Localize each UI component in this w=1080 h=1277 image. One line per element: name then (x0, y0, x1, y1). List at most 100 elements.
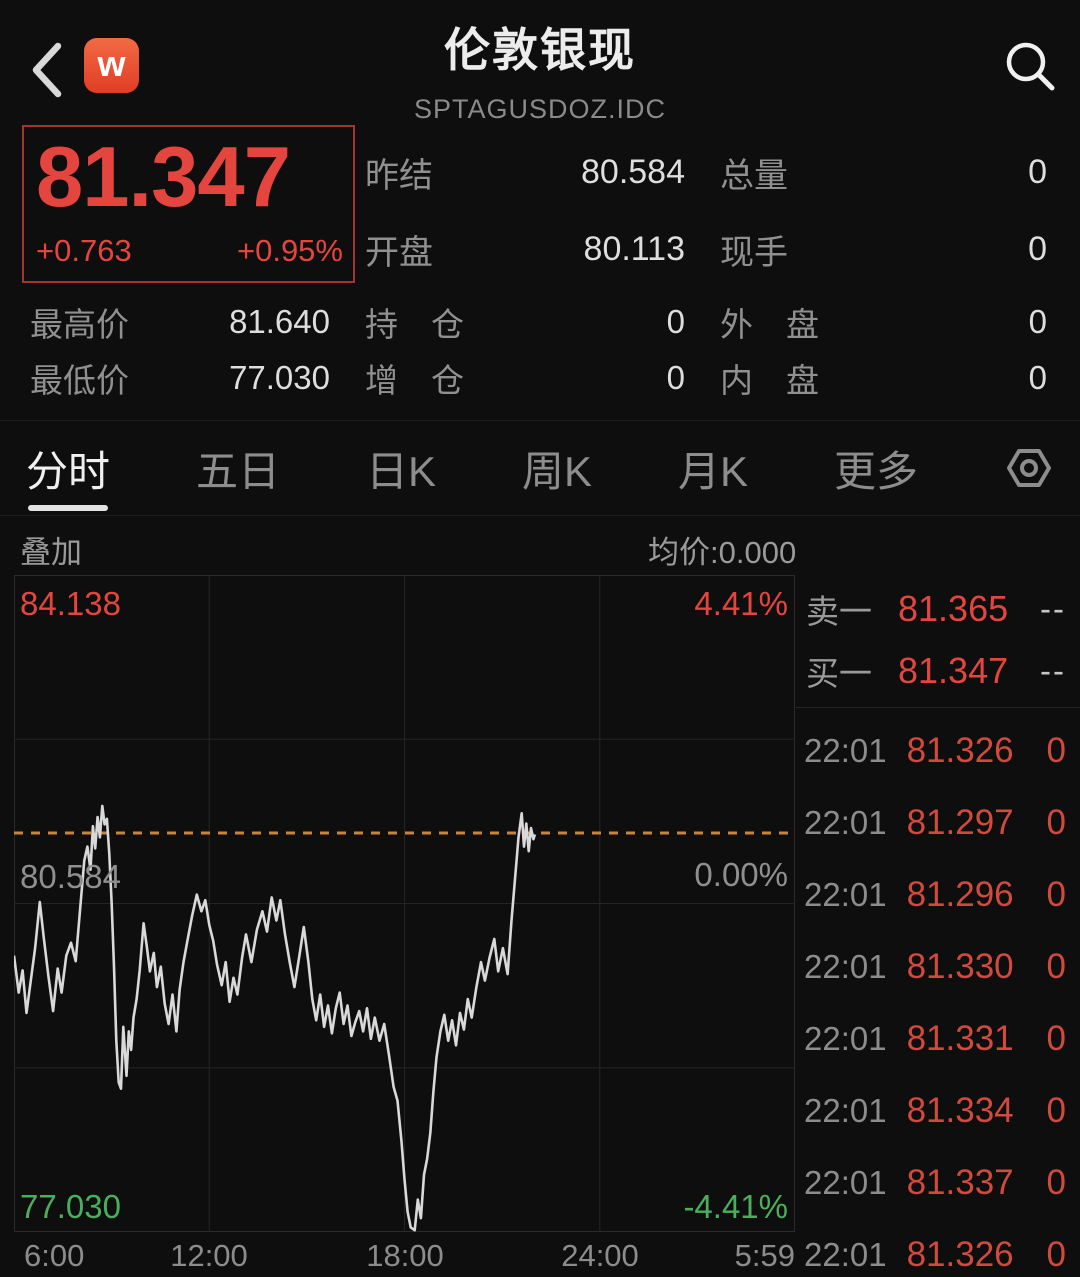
stats-row: 昨结 80.584 总量 0 (365, 134, 1047, 211)
tick-row: 22:01 81.296 0 (796, 859, 1080, 931)
tick-price: 81.337 (906, 1163, 1014, 1202)
stat-label: 增 仓 (365, 362, 464, 399)
stat-label: 总量 (720, 157, 788, 195)
stats-row: 最低价 77.030 增 仓 0 内 盘 0 (30, 350, 1047, 406)
tab-five-day[interactable]: 五日 (196, 447, 281, 495)
tab-monthly-k[interactable]: 月K (678, 447, 749, 495)
tick-volume: 0 (1046, 731, 1066, 770)
stat-label: 现手 (720, 234, 788, 272)
chart-high-price-label: 84.138 (20, 585, 121, 622)
tick-time: 22:01 (804, 804, 887, 841)
x-tick: 5:59 (734, 1238, 795, 1273)
tick-row: 22:01 81.330 0 (796, 931, 1080, 1003)
tick-volume: 0 (1046, 1235, 1066, 1274)
tick-price: 81.334 (906, 1091, 1014, 1130)
stat-value: 80.584 (581, 153, 685, 191)
price-change-pct: +0.95% (236, 233, 343, 268)
stat-label: 最高价 (30, 306, 129, 343)
chart-settings-icon[interactable] (1004, 443, 1054, 493)
chart-subbar: 叠加 均价:0.000 (0, 517, 1080, 575)
tick-row: 22:01 81.297 0 (796, 787, 1080, 859)
tick-price: 81.331 (906, 1019, 1014, 1058)
stats-row: 最高价 81.640 持 仓 0 外 盘 0 (30, 294, 1047, 350)
stat-label: 内 盘 (720, 362, 819, 399)
tick-price: 81.326 (906, 731, 1014, 770)
stat-value: 0 (666, 303, 685, 340)
ask-volume: -- (1040, 589, 1066, 627)
tick-time: 22:01 (804, 1164, 887, 1201)
tick-row: 22:01 81.337 0 (796, 1147, 1080, 1219)
tick-row: 22:01 81.331 0 (796, 1003, 1080, 1075)
ask-price: 81.365 (898, 587, 1009, 629)
chart-high-pct-label: 4.41% (694, 585, 788, 622)
bid-volume: -- (1040, 651, 1066, 689)
stat-value: 0 (1028, 153, 1047, 191)
ask-label: 卖一 (806, 592, 872, 630)
tab-more[interactable]: 更多 (834, 447, 919, 495)
intraday-chart[interactable] (14, 575, 795, 1232)
tab-minute[interactable]: 分时 (26, 420, 110, 516)
stat-value: 77.030 (229, 359, 330, 396)
tick-price: 81.330 (906, 947, 1014, 986)
x-tick: 12:00 (170, 1238, 248, 1273)
tick-row: 22:01 81.326 0 (796, 1219, 1080, 1277)
chart-low-pct-label: -4.41% (683, 1188, 788, 1225)
chart-low-price-label: 77.030 (20, 1188, 121, 1225)
bid-price: 81.347 (898, 649, 1009, 691)
stat-label: 最低价 (30, 362, 129, 399)
logo-letter: w (97, 42, 126, 84)
x-tick: 18:00 (366, 1238, 444, 1273)
instrument-code: SPTAGUSDOZ.IDC (413, 94, 667, 124)
page-title: 伦敦银现 (444, 24, 636, 76)
stat-value: 80.113 (583, 230, 685, 268)
period-tabs: 分时 五日 日K 周K 月K 更多 (0, 420, 1080, 516)
tick-list[interactable]: 22:01 81.326 0 22:01 81.297 0 22:01 81.296 0 22:0… (796, 715, 1080, 1277)
tick-time: 22:01 (804, 948, 887, 985)
tick-price: 81.296 (906, 875, 1014, 914)
price-change: +0.763 (36, 233, 132, 268)
stat-label: 开盘 (365, 234, 433, 272)
ask-row: 卖一 81.365 -- (796, 580, 1080, 637)
tick-volume: 0 (1046, 1019, 1066, 1058)
search-icon[interactable] (1000, 36, 1060, 96)
tick-time: 22:01 (804, 1092, 887, 1129)
chart-x-axis: 6:00 12:00 18:00 24:00 5:59 (14, 1238, 795, 1277)
last-price: 81.347 (36, 130, 291, 225)
chart-zero-pct-label: 0.00% (694, 856, 788, 893)
tick-volume: 0 (1046, 947, 1066, 986)
back-icon[interactable] (28, 40, 68, 100)
quote-stats-mid: 最高价 81.640 持 仓 0 外 盘 0 最低价 77.030 增 仓 0 … (30, 294, 1047, 406)
stat-value: 0 (666, 359, 685, 396)
overlay-button[interactable]: 叠加 (20, 535, 82, 570)
bid-row: 买一 81.347 -- (796, 642, 1080, 699)
tick-price: 81.297 (906, 803, 1014, 842)
stat-value: 0 (1028, 230, 1047, 268)
tick-time: 22:01 (804, 732, 887, 769)
tick-row: 22:01 81.334 0 (796, 1075, 1080, 1147)
tab-daily-k[interactable]: 日K (366, 447, 437, 495)
tick-price: 81.326 (906, 1235, 1014, 1274)
stat-value: 0 (1028, 359, 1047, 396)
stat-value: 81.640 (229, 303, 330, 340)
last-price-box: 81.347 +0.763 +0.95% (22, 125, 355, 283)
stat-label: 持 仓 (365, 306, 464, 343)
stat-label: 昨结 (365, 157, 433, 195)
tick-volume: 0 (1046, 1163, 1066, 1202)
bid-label: 买一 (806, 654, 872, 692)
tick-time: 22:01 (804, 876, 887, 913)
tick-volume: 0 (1046, 1091, 1066, 1130)
wind-app-logo[interactable]: w (84, 38, 139, 93)
tick-volume: 0 (1046, 803, 1066, 842)
stats-row: 开盘 80.113 现手 0 (365, 211, 1047, 288)
stat-label: 外 盘 (720, 306, 819, 343)
order-book-panel[interactable]: 卖一 81.365 -- 买一 81.347 -- 22:01 81.326 0 22… (796, 575, 1080, 1277)
book-divider (796, 707, 1080, 708)
tick-volume: 0 (1046, 875, 1066, 914)
tab-weekly-k[interactable]: 周K (522, 447, 593, 495)
tick-time: 22:01 (804, 1236, 887, 1273)
quote-stats-top: 昨结 80.584 总量 0 开盘 80.113 现手 0 (365, 134, 1047, 288)
x-tick: 24:00 (561, 1238, 639, 1273)
header-title-block: 伦敦银现 SPTAGUSDOZ.IDC (0, 14, 1080, 125)
tick-time: 22:01 (804, 1020, 887, 1057)
